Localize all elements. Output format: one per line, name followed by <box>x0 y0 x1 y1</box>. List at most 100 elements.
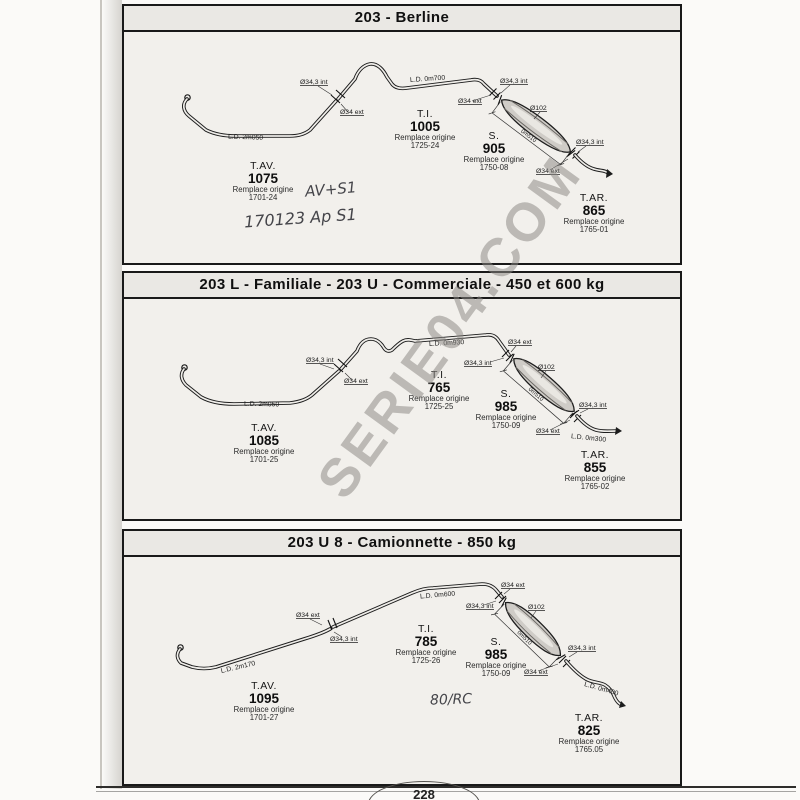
muffler: 0m510 <box>488 94 576 167</box>
intermediate-pipe <box>339 332 511 371</box>
part-label-s: S. 985 Remplace origine 1750-09 <box>476 388 537 430</box>
svg-text:Remplace origine: Remplace origine <box>234 447 295 456</box>
svg-text:S.: S. <box>501 388 512 400</box>
svg-text:1750-09: 1750-09 <box>482 669 511 678</box>
part-label-tar: T.AR. 865 Remplace origine 1765-01 <box>564 192 625 234</box>
panel-camionnette: 203 U 8 - Camionnette - 850 kg <box>122 529 682 786</box>
svg-text:1085: 1085 <box>249 433 280 448</box>
svg-text:T.AR.: T.AR. <box>575 712 603 724</box>
annotation-diameter: Ø34 ext <box>524 669 548 676</box>
annotation-diameter: Ø34,3 int <box>300 79 328 86</box>
svg-text:T.AV.: T.AV. <box>250 160 276 172</box>
panel-berline-diagram: 0m510 Ø34,3 int Ø34 ext L.D. 2m050 L.D. … <box>124 32 680 263</box>
annotation-diameter: Ø34 ext <box>501 582 525 589</box>
svg-text:1725-24: 1725-24 <box>411 141 440 150</box>
junction-1-hatch <box>327 617 338 631</box>
scan-edge-line <box>100 0 102 789</box>
svg-text:1765-02: 1765-02 <box>581 482 610 491</box>
exhaust-diagram-camionnette: 0m510 Ø34 ext Ø34,3 int L.D. 2m170 L.D. … <box>175 582 626 754</box>
part-label-s: S. 985 Remplace origine 1750-09 <box>466 636 527 678</box>
svg-text:855: 855 <box>584 460 607 475</box>
svg-text:985: 985 <box>485 647 508 662</box>
panel-familiale-title: 203 L - Familiale - 203 U - Commerciale … <box>124 273 680 299</box>
annotation-length: L.D. 0m300 <box>571 433 607 444</box>
annotation-diameter: Ø102 <box>538 364 555 371</box>
svg-text:T.AV.: T.AV. <box>251 422 277 434</box>
exhaust-diagram-familiale: 0m510 Ø34,3 int Ø34 ext L.D. 2m050 L.D. … <box>179 332 626 491</box>
exhaust-diagram-berline: 0m510 Ø34,3 int Ø34 ext L.D. 2m050 L.D. … <box>182 62 625 234</box>
annotation-diameter: Ø34,3 int <box>464 360 492 367</box>
svg-text:1701-25: 1701-25 <box>250 455 279 464</box>
svg-text:1701-24: 1701-24 <box>249 193 278 202</box>
annotation-diameter: Ø102 <box>530 105 547 112</box>
annotation-diameter: Ø34,3 int <box>466 603 494 610</box>
part-label-tar: T.AR. 855 Remplace origine 1765-02 <box>565 449 626 491</box>
svg-text:S.: S. <box>489 130 500 142</box>
junction-1-hatch <box>330 89 346 104</box>
annotation-diameter: Ø34 ext <box>344 378 368 385</box>
tail-pipe <box>573 153 613 178</box>
part-label-ti: T.I. 1005 Remplace origine 1725-24 <box>395 108 456 150</box>
svg-text:905: 905 <box>483 141 506 156</box>
svg-text:S.: S. <box>491 636 502 648</box>
part-label-ti: T.I. 765 Remplace origine 1725-25 <box>409 369 470 411</box>
page-number-value: 228 <box>413 787 435 800</box>
panel-familiale-diagram: 0m510 Ø34,3 int Ø34 ext L.D. 2m050 L.D. … <box>124 299 680 519</box>
svg-text:T.AR.: T.AR. <box>580 192 608 204</box>
svg-text:985: 985 <box>495 399 518 414</box>
tail-pipe <box>575 414 622 435</box>
svg-text:1725-25: 1725-25 <box>425 402 454 411</box>
junction-2-hatch <box>489 88 501 100</box>
svg-text:1095: 1095 <box>249 691 280 706</box>
panel-familiale-commerciale: 203 L - Familiale - 203 U - Commerciale … <box>122 271 682 521</box>
annotation-length: L.D. 0m700 <box>410 75 446 84</box>
svg-text:T.I.: T.I. <box>417 108 433 120</box>
svg-text:1750-08: 1750-08 <box>480 163 509 172</box>
svg-text:Remplace origine: Remplace origine <box>396 648 457 657</box>
front-pipe <box>175 627 332 671</box>
svg-text:1750-09: 1750-09 <box>492 421 521 430</box>
svg-text:1005: 1005 <box>410 119 441 134</box>
svg-text:Remplace origine: Remplace origine <box>409 394 470 403</box>
annotation-diameter: Ø34,3 int <box>576 139 604 146</box>
handwritten-note: 170123 Ap S1 <box>243 205 357 232</box>
junction-2-hatch <box>494 591 507 604</box>
annotation-length: L.D. 2m050 <box>244 401 279 409</box>
svg-text:Remplace origine: Remplace origine <box>395 133 456 142</box>
part-label-ti: T.I. 785 Remplace origine 1725-26 <box>396 623 457 665</box>
annotation-diameter: Ø34 ext <box>536 168 560 175</box>
part-label-tar: T.AR. 825 Remplace origine 1765.05 <box>559 712 620 754</box>
part-label-tav: T.AV. 1095 Remplace origine 1701-27 <box>234 680 295 722</box>
svg-text:Remplace origine: Remplace origine <box>476 413 537 422</box>
svg-text:T.I.: T.I. <box>431 369 447 381</box>
svg-text:765: 765 <box>428 380 451 395</box>
svg-text:T.AV.: T.AV. <box>251 680 277 692</box>
part-label-tav: T.AV. 1085 Remplace origine 1701-25 <box>234 422 295 464</box>
svg-text:825: 825 <box>578 723 601 738</box>
annotation-length: L.D. 0m930 <box>429 339 465 348</box>
part-label-tav: T.AV. 1075 Remplace origine 1701-24 <box>233 160 294 202</box>
svg-text:865: 865 <box>583 203 606 218</box>
svg-text:785: 785 <box>415 634 438 649</box>
junction-1-hatch <box>333 358 348 373</box>
svg-text:Remplace origine: Remplace origine <box>464 155 525 164</box>
panel-berline: 203 - Berline <box>122 4 682 265</box>
svg-text:T.I.: T.I. <box>418 623 434 635</box>
annotation-diameter: Ø34,3 int <box>500 78 528 85</box>
svg-text:1075: 1075 <box>248 171 279 186</box>
svg-text:Remplace origine: Remplace origine <box>564 217 625 226</box>
part-label-s: S. 905 Remplace origine 1750-08 <box>464 130 525 172</box>
svg-text:1765.05: 1765.05 <box>575 745 604 754</box>
annotation-length: L.D. 0m600 <box>420 590 456 600</box>
panel-berline-title: 203 - Berline <box>124 6 680 32</box>
svg-text:1725-26: 1725-26 <box>412 656 441 665</box>
intermediate-pipe <box>336 62 499 101</box>
svg-text:Remplace origine: Remplace origine <box>234 705 295 714</box>
svg-text:Remplace origine: Remplace origine <box>233 185 294 194</box>
junction-2-hatch <box>501 349 514 362</box>
muffler: 0m510 <box>490 597 566 669</box>
handwritten-note: AV+S1 <box>303 178 357 201</box>
front-pipe <box>182 94 338 138</box>
annotation-diameter: Ø34,3 int <box>330 636 358 643</box>
